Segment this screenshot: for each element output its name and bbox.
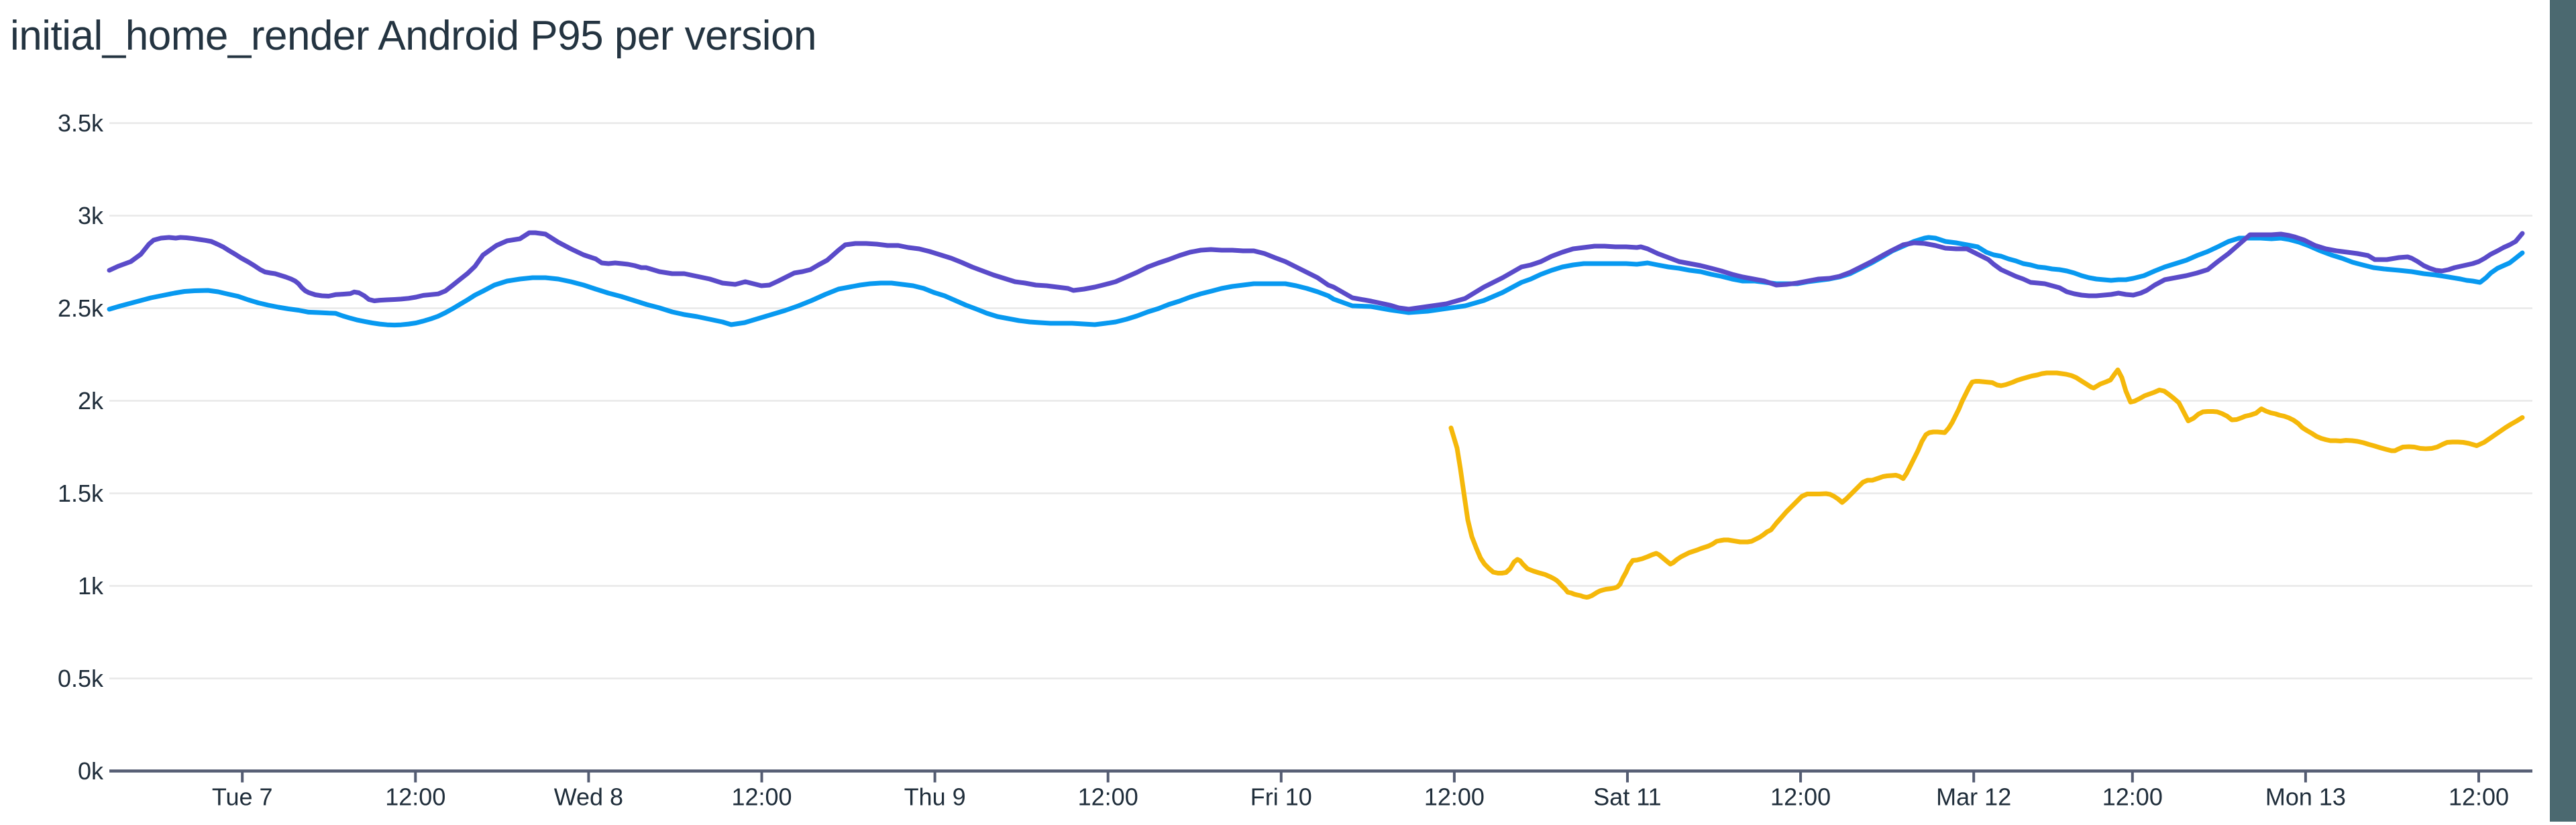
svg-text:2k: 2k xyxy=(78,387,104,415)
svg-text:3k: 3k xyxy=(78,202,104,229)
svg-text:12:00: 12:00 xyxy=(1078,783,1138,811)
svg-text:0.5k: 0.5k xyxy=(58,665,104,692)
svg-text:0k: 0k xyxy=(78,757,104,785)
svg-text:Thu 9: Thu 9 xyxy=(904,783,966,811)
svg-text:1k: 1k xyxy=(78,572,104,600)
svg-text:12:00: 12:00 xyxy=(385,783,445,811)
svg-text:12:00: 12:00 xyxy=(2449,783,2509,811)
svg-text:Mon 13: Mon 13 xyxy=(2265,783,2346,811)
svg-text:1.5k: 1.5k xyxy=(58,480,104,507)
svg-text:Fri 10: Fri 10 xyxy=(1250,783,1312,811)
svg-text:Wed 8: Wed 8 xyxy=(554,783,623,811)
svg-text:Tue 7: Tue 7 xyxy=(212,783,273,811)
svg-text:12:00: 12:00 xyxy=(2102,783,2163,811)
svg-text:12:00: 12:00 xyxy=(731,783,792,811)
svg-text:3.5k: 3.5k xyxy=(58,109,104,137)
svg-text:12:00: 12:00 xyxy=(1770,783,1831,811)
svg-text:Mar 12: Mar 12 xyxy=(1936,783,2011,811)
svg-text:Sat 11: Sat 11 xyxy=(1593,783,1661,811)
svg-text:2.5k: 2.5k xyxy=(58,294,104,322)
svg-text:12:00: 12:00 xyxy=(1424,783,1485,811)
